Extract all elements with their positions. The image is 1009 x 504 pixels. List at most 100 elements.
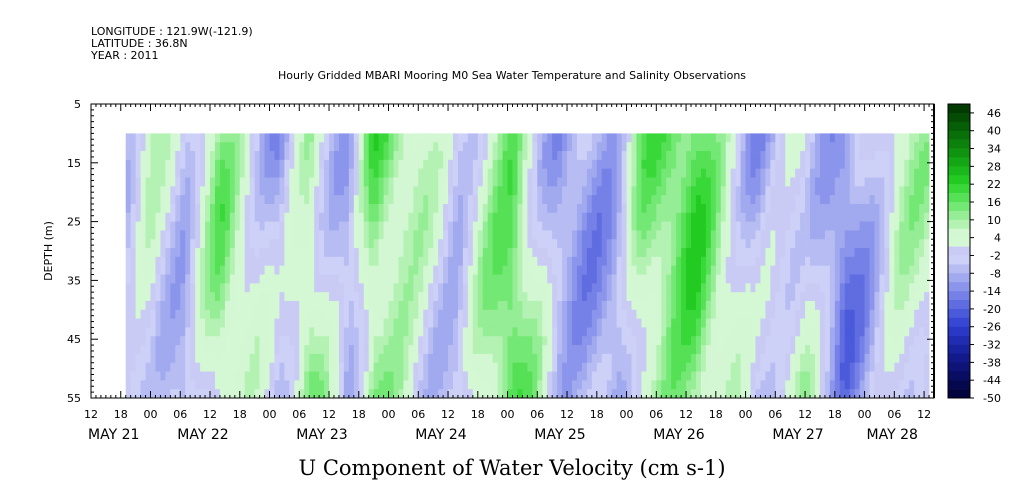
- heatmap-cell: [368, 151, 375, 161]
- heatmap-cell: [537, 318, 543, 328]
- heatmap-cell: [433, 151, 439, 161]
- heatmap-cell: [408, 318, 414, 328]
- heatmap-cell: [512, 168, 518, 178]
- heatmap-cell: [457, 239, 464, 249]
- heatmap-cell: [502, 186, 508, 196]
- heatmap-cell: [636, 380, 642, 390]
- heatmap-cell: [581, 362, 588, 372]
- heatmap-cell: [190, 362, 196, 372]
- heatmap-cell: [839, 142, 846, 152]
- heatmap-cell: [849, 133, 856, 143]
- heatmap-cell: [462, 239, 469, 249]
- heatmap-cell: [507, 353, 513, 364]
- heatmap-cell: [185, 151, 191, 161]
- heatmap-cell: [259, 300, 265, 311]
- heatmap-cell: [676, 203, 682, 214]
- heatmap-cell: [200, 151, 206, 161]
- heatmap-cell: [715, 195, 722, 205]
- heatmap-cell: [681, 212, 687, 222]
- heatmap-cell: [606, 371, 613, 381]
- heatmap-cell: [567, 168, 573, 178]
- heatmap-cell: [874, 292, 880, 302]
- heatmap-cell: [819, 195, 826, 205]
- heatmap-cell: [626, 318, 632, 328]
- heatmap-cell: [636, 159, 642, 170]
- heatmap-cell: [512, 230, 518, 240]
- heatmap-cell: [745, 133, 751, 143]
- heatmap-cell: [482, 221, 489, 231]
- heatmap-cell: [398, 371, 404, 381]
- heatmap-cell: [239, 239, 246, 249]
- heatmap-cell: [676, 309, 682, 320]
- heatmap-cell: [621, 389, 627, 399]
- heatmap-cell: [472, 318, 479, 328]
- heatmap-cell: [765, 309, 771, 320]
- heatmap-cell: [636, 292, 642, 302]
- heatmap-cell: [581, 318, 588, 328]
- heatmap-cell: [790, 212, 796, 222]
- heatmap-cell: [393, 239, 399, 249]
- heatmap-cell: [457, 380, 464, 390]
- heatmap-cell: [626, 256, 632, 267]
- heatmap-cell: [591, 230, 598, 240]
- heatmap-cell: [348, 309, 355, 320]
- heatmap-cell: [333, 380, 340, 390]
- heatmap-cell: [457, 195, 464, 205]
- heatmap-cell: [795, 353, 801, 364]
- heatmap-cell: [884, 212, 890, 222]
- heatmap-cell: [775, 168, 781, 178]
- heatmap-cell: [249, 292, 256, 302]
- heatmap-cell: [224, 274, 231, 284]
- heatmap-cell: [373, 186, 380, 196]
- heatmap-cell: [676, 318, 682, 328]
- heatmap-cell: [239, 380, 246, 390]
- heatmap-cell: [586, 203, 593, 214]
- heatmap-cell: [572, 283, 578, 293]
- heatmap-cell: [343, 151, 350, 161]
- heatmap-cell: [259, 248, 265, 258]
- heatmap-cell: [363, 300, 370, 311]
- heatmap-cell: [834, 177, 841, 187]
- heatmap-cell: [780, 327, 786, 337]
- heatmap-cell: [576, 274, 583, 284]
- heatmap-cell: [324, 389, 330, 399]
- heatmap-cell: [924, 292, 930, 302]
- heatmap-cell: [581, 239, 588, 249]
- heatmap-cell: [219, 230, 226, 240]
- heatmap-cell: [562, 380, 568, 390]
- heatmap-cell: [219, 212, 226, 222]
- heatmap-cell: [393, 292, 399, 302]
- heatmap-cell: [919, 186, 925, 196]
- heatmap-cell: [497, 353, 503, 364]
- heatmap-cell: [795, 336, 801, 346]
- heatmap-cell: [304, 195, 310, 205]
- heatmap-cell: [160, 168, 166, 178]
- heatmap-cell: [691, 371, 697, 381]
- heatmap-cell: [909, 168, 915, 178]
- heatmap-cell: [319, 256, 325, 267]
- heatmap-cell: [581, 274, 588, 284]
- heatmap-cell: [517, 230, 523, 240]
- heatmap-cell: [329, 362, 335, 372]
- heatmap-cell: [864, 336, 870, 346]
- heatmap-cell: [562, 177, 568, 187]
- heatmap-cell: [755, 380, 761, 390]
- heatmap-cell: [715, 177, 722, 187]
- heatmap-cell: [666, 168, 672, 178]
- heatmap-cell: [616, 274, 622, 284]
- heatmap-cell: [279, 274, 285, 284]
- heatmap-cell: [492, 239, 499, 249]
- heatmap-cell: [428, 318, 434, 328]
- heatmap-cell: [547, 212, 553, 222]
- heatmap-cell: [581, 327, 588, 337]
- heatmap-cell: [140, 248, 146, 258]
- heatmap-cell: [651, 336, 657, 346]
- heatmap-cell: [780, 212, 786, 222]
- heatmap-cell: [775, 274, 781, 284]
- heatmap-cell: [497, 336, 503, 346]
- heatmap-cell: [497, 195, 503, 205]
- heatmap-cell: [745, 283, 751, 293]
- heatmap-cell: [760, 168, 766, 178]
- heatmap-cell: [785, 195, 791, 205]
- heatmap-cell: [755, 300, 761, 311]
